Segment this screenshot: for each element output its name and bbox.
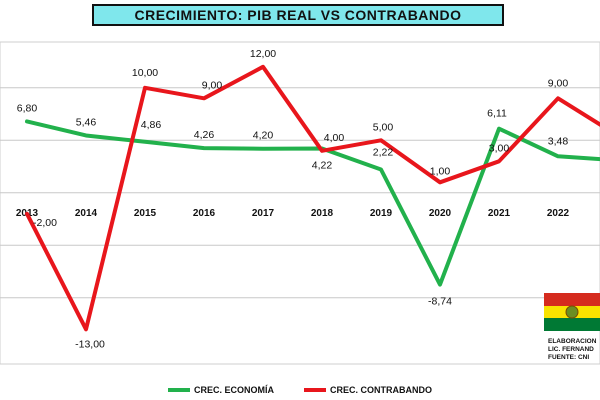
data-label-economy: -8,74 xyxy=(428,296,452,308)
series-lines xyxy=(25,64,600,332)
data-label-contraband: 4,00 xyxy=(324,132,345,144)
legend-label-contraband: CREC. CONTRABANDO xyxy=(330,385,432,395)
data-label-contraband: 3,00 xyxy=(489,142,510,154)
data-label-economy: 4,20 xyxy=(253,130,274,142)
data-labels: 6,80 5,46 4,86 4,26 4,20 4,22 2,22 -8,74 6,11 3,4… xyxy=(17,48,569,350)
data-label-economy: 6,80 xyxy=(17,102,38,114)
gridlines xyxy=(0,87,600,299)
legend-item-economy: CREC. ECONOMÍA xyxy=(167,385,274,395)
data-label-contraband: 1,00 xyxy=(430,165,451,177)
x-tick-label: 2019 xyxy=(370,208,393,219)
x-tick-label: 2020 xyxy=(429,208,452,219)
data-label-contraband: 9,00 xyxy=(548,77,569,89)
data-label-economy: 3,48 xyxy=(548,135,569,147)
data-label-contraband: -2,00 xyxy=(33,217,57,229)
x-tick-label: 2022 xyxy=(547,208,570,219)
data-label-economy: 6,11 xyxy=(487,108,507,120)
data-label-contraband: -13,00 xyxy=(75,338,105,350)
x-tick-label: 2021 xyxy=(488,208,511,219)
x-tick-label: 2016 xyxy=(193,208,216,219)
data-label-economy: 4,86 xyxy=(141,119,162,131)
chart-title-box: CRECIMIENTO: PIB REAL VS CONTRABANDO xyxy=(92,4,504,26)
data-label-contraband: 10,00 xyxy=(132,67,158,79)
legend-swatch-economy xyxy=(167,388,190,392)
legend-swatch-contraband xyxy=(304,388,326,392)
credit-line: FUENTE: CNI xyxy=(548,354,590,361)
x-tick-label: 2015 xyxy=(134,208,157,219)
x-tick-label: 2017 xyxy=(252,208,275,219)
data-label-economy: 4,26 xyxy=(194,129,215,141)
data-label-contraband: 9,00 xyxy=(202,79,223,91)
data-label-contraband: 12,00 xyxy=(250,48,276,60)
data-label-economy: 5,46 xyxy=(76,116,97,128)
data-label-contraband: 5,00 xyxy=(373,121,394,133)
bolivia-flag-icon xyxy=(544,293,600,331)
series-line-contraband xyxy=(25,64,600,332)
legend-label-economy: CREC. ECONOMÍA xyxy=(193,385,274,395)
data-label-economy: 4,22 xyxy=(312,160,333,172)
credit-line: ELABORACIÓN xyxy=(548,338,597,345)
legend: CREC. ECONOMÍA CREC. CONTRABANDO xyxy=(0,383,600,397)
x-tick-label: 2014 xyxy=(75,208,98,219)
chart-title: CRECIMIENTO: PIB REAL VS CONTRABANDO xyxy=(134,7,462,23)
x-tick-label: 2018 xyxy=(311,208,334,219)
credit-line: LIC. FERNAND xyxy=(548,346,594,353)
plot-frame xyxy=(0,41,600,365)
data-label-economy: 2,22 xyxy=(373,147,394,159)
legend-item-contraband: CREC. CONTRABANDO xyxy=(304,385,432,395)
credits-block: ELABORACIÓN LIC. FERNAND FUENTE: CNI xyxy=(548,338,600,362)
